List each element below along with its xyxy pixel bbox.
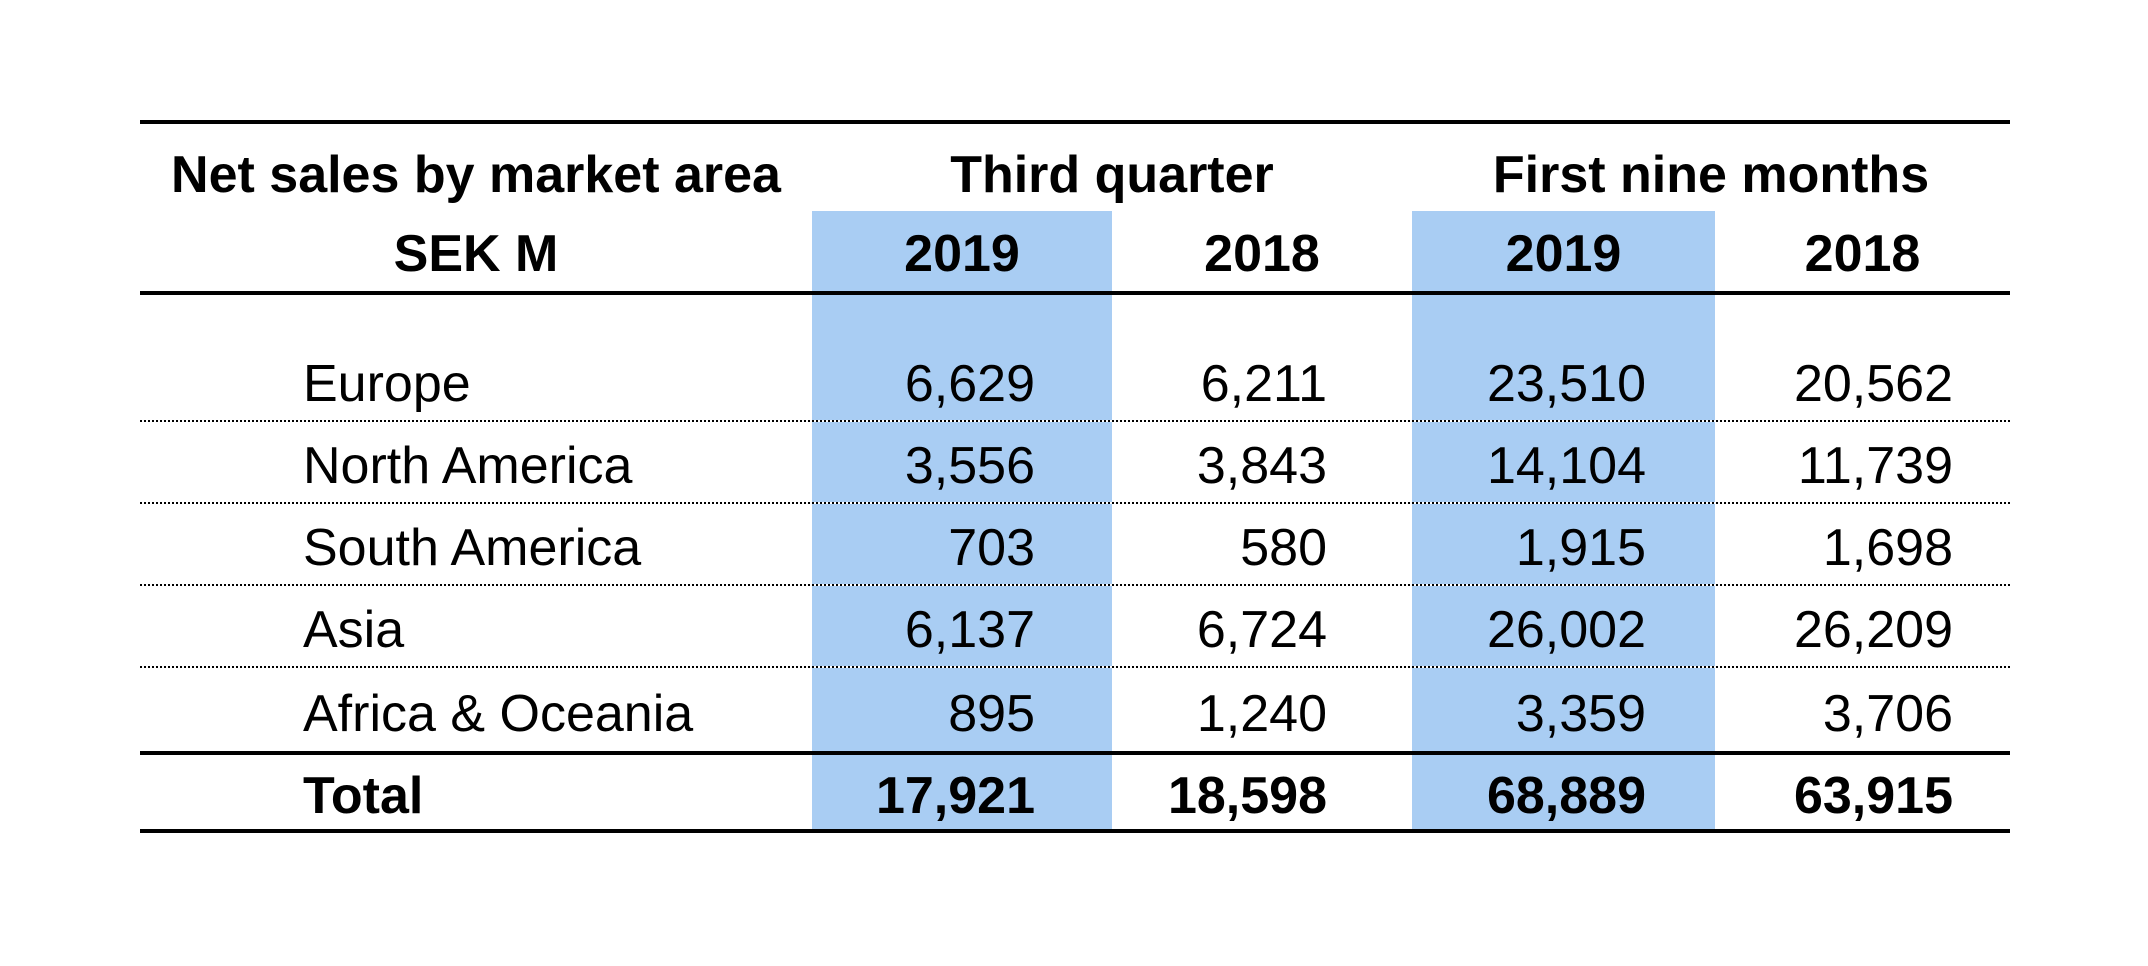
cell-ytd-2019: 14,104 [1412,422,1715,502]
spacer-row [140,295,2010,340]
cell-ytd-2019: 3,359 [1412,668,1715,751]
cell-ytd-2018: 20,562 [1793,355,1953,413]
cell-q3-2018: 6,211 [1200,355,1327,413]
table-row-north-america: North America 3,556 3,843 14,104 11,739 [140,422,2010,504]
cell-ytd-2018: 11,739 [1797,437,1953,495]
row-label: South America [303,519,642,577]
cell-ytd-2018: 1,698 [1822,519,1953,577]
year-header-q3-2019: 2019 [812,211,1112,291]
cell-ytd-2019: 26,002 [1412,586,1715,666]
total-ytd-2018: 63,915 [1793,767,1953,825]
year-header-q3-2018: 2018 [1204,225,1320,283]
year-header-ytd-2019: 2019 [1412,211,1715,291]
cell-ytd-2018: 3,706 [1822,684,1953,743]
total-q3-2018: 18,598 [1167,767,1327,825]
total-label: Total [303,767,424,825]
cell-q3-2018: 3,843 [1196,437,1327,495]
cell-q3-2018: 580 [1240,519,1327,577]
row-label: Europe [303,355,471,413]
table-row-asia: Asia 6,137 6,724 26,002 26,209 [140,586,2010,668]
cell-ytd-2018: 26,209 [1793,601,1953,659]
year-header-ytd-2018: 2018 [1804,225,1921,283]
header-group-row: Net sales by market area Third quarter F… [140,124,2010,211]
total-q3-2019: 17,921 [812,755,1112,829]
cell-q3-2018: 6,724 [1196,601,1327,659]
net-sales-by-market-area-table: Net sales by market area Third quarter F… [140,120,2010,833]
cell-q3-2019: 6,137 [812,586,1112,666]
table-row-total: Total 17,921 18,598 68,889 63,915 [140,755,2010,833]
table-row-europe: Europe 6,629 6,211 23,510 20,562 [140,340,2010,422]
table-title: Net sales by market area [171,145,781,204]
cell-q3-2019: 3,556 [812,422,1112,502]
row-label: North America [303,437,633,495]
cell-q3-2019: 6,629 [812,340,1112,420]
cell-ytd-2019: 1,915 [1412,504,1715,584]
row-label: Asia [303,601,405,659]
cell-q3-2019: 703 [812,504,1112,584]
table-row-africa-oceania: Africa & Oceania 895 1,240 3,359 3,706 [140,668,2010,755]
total-ytd-2019: 68,889 [1412,755,1715,829]
col-group-first-nine-months: First nine months [1492,145,1930,204]
col-group-third-quarter: Third quarter [950,145,1274,204]
unit-label: SEK M [393,225,559,283]
header-year-row: SEK M 2019 2018 2019 2018 [140,211,2010,295]
row-label: Africa & Oceania [303,684,694,743]
cell-q3-2018: 1,240 [1196,684,1327,743]
table-row-south-america: South America 703 580 1,915 1,698 [140,504,2010,586]
cell-ytd-2019: 23,510 [1412,340,1715,420]
cell-q3-2019: 895 [812,668,1112,751]
